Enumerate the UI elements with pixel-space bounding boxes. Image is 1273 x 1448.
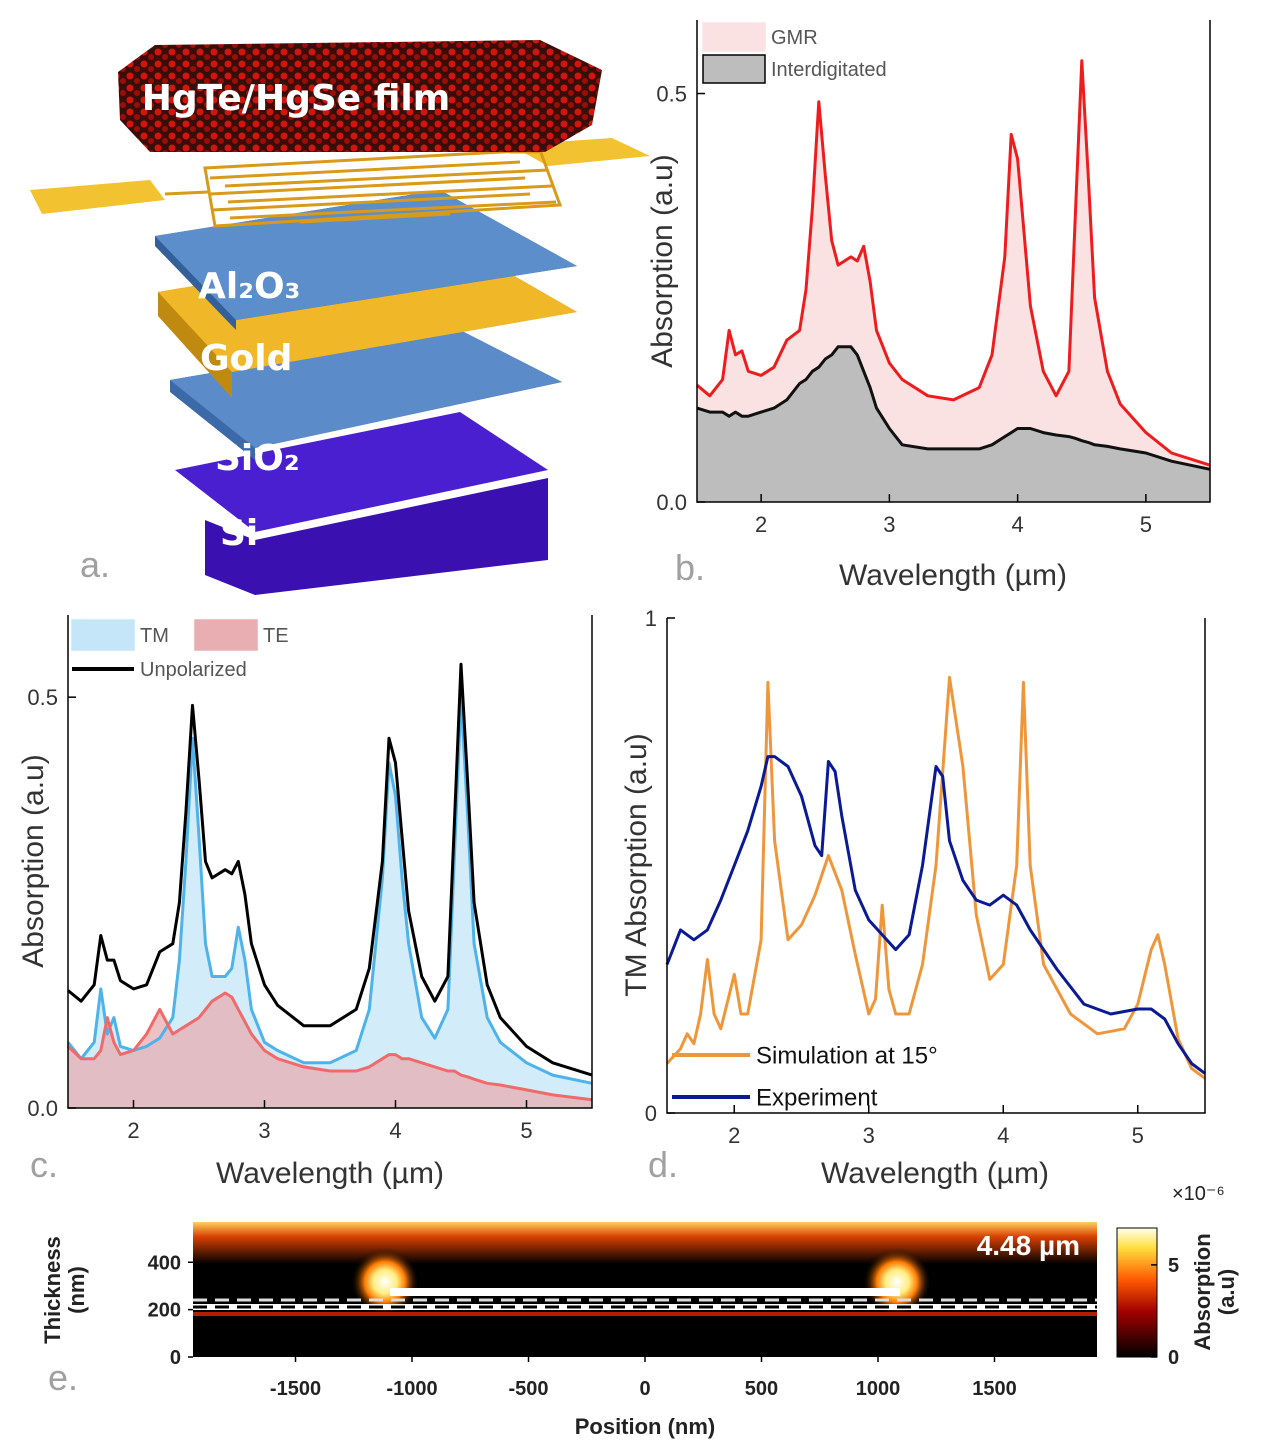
legend-label: Interdigitated — [771, 59, 887, 81]
axis-frame — [696, 20, 1211, 503]
colorbar-label: Absorption(a.u) — [1190, 1233, 1239, 1350]
legend-swatch — [702, 22, 766, 52]
y-axis-label: Absorption (a.u) — [17, 754, 50, 967]
y-tick-label: 0.0 — [656, 490, 687, 515]
panel-letter: c. — [30, 1144, 58, 1185]
axis-frame — [67, 615, 593, 1109]
x-tick-label: -500 — [508, 1378, 548, 1400]
x-tick-label: 5 — [520, 1118, 532, 1143]
legend-swatch — [194, 619, 258, 651]
layer-label: SiO₂ — [215, 438, 300, 479]
x-tick-label: 4 — [389, 1118, 401, 1143]
panel-letter: d. — [648, 1144, 678, 1185]
x-tick-label: 5 — [1140, 512, 1152, 537]
panel-letter: b. — [675, 547, 705, 588]
series-line — [696, 345, 1211, 471]
x-tick-label: 3 — [258, 1118, 270, 1143]
x-tick-label: 3 — [863, 1123, 875, 1148]
layer-label: Al₂O₃ — [198, 266, 300, 307]
film-label: HgTe/HgSe film — [142, 78, 451, 119]
y-tick-label: 0 — [170, 1347, 181, 1369]
y-axis-label: TM Absorption (a.u) — [620, 733, 653, 996]
x-tick-label: -1500 — [270, 1378, 321, 1400]
x-tick-label: 2 — [755, 512, 767, 537]
legend-label: GMR — [771, 27, 818, 49]
legend-label: TM — [140, 625, 169, 647]
y-tick-label: 400 — [148, 1252, 181, 1274]
x-axis-label: Wavelength (µm) — [821, 1157, 1049, 1190]
annotation: 4.48 µm — [977, 1230, 1080, 1261]
legend-label: Unpolarized — [140, 659, 247, 681]
y-tick-label: 200 — [148, 1300, 181, 1322]
x-axis-label: Wavelength (µm) — [216, 1157, 444, 1190]
x-tick-label: 1000 — [856, 1378, 901, 1400]
legend-swatch — [702, 54, 766, 84]
x-tick-label: 2 — [127, 1118, 139, 1143]
area-fill — [697, 346, 1210, 502]
x-tick-label: 5 — [1132, 1123, 1144, 1148]
layer-label: Gold — [200, 338, 292, 379]
axis-frame — [666, 618, 1206, 1114]
colorbar-tick-label: 5 — [1168, 1255, 1179, 1277]
area-fill — [68, 993, 592, 1108]
legend-swatch — [71, 619, 135, 651]
x-axis-label: Wavelength (µm) — [839, 559, 1067, 592]
y-axis-label: Thickness(nm) — [40, 1236, 89, 1344]
x-tick-label: 1500 — [972, 1378, 1017, 1400]
device-illustration: HgTe/HgSe film Al₂O₃ Gold SiO₂ Si — [30, 40, 650, 595]
y-tick-label: 0 — [645, 1101, 657, 1126]
x-axis-label: Position (nm) — [575, 1414, 716, 1439]
colorbar-multiplier: ×10⁻⁶ — [1172, 1183, 1225, 1205]
y-tick-label: 0.0 — [27, 1096, 58, 1121]
y-tick-label: 0.5 — [656, 82, 687, 107]
x-tick-label: 4 — [997, 1123, 1009, 1148]
y-tick-label: 0.5 — [27, 685, 58, 710]
x-tick-label: 2 — [728, 1123, 740, 1148]
series-line — [67, 662, 593, 1077]
series-line — [665, 755, 1206, 1075]
legend-label: Simulation at 15° — [756, 1043, 938, 1070]
legend-label: Experiment — [756, 1085, 878, 1112]
layer-label: Si — [220, 513, 258, 554]
x-tick-label: 500 — [745, 1378, 778, 1400]
colorbar — [1116, 1227, 1158, 1358]
y-axis-label: Absorption (a.u) — [646, 154, 679, 367]
series-line — [665, 675, 1206, 1080]
area-fill — [68, 697, 592, 1108]
panel-letter: e. — [48, 1357, 78, 1398]
field-map — [193, 1222, 1158, 1358]
series-line — [696, 59, 1211, 467]
panel-letter: a. — [80, 544, 110, 585]
x-tick-label: 4 — [1012, 512, 1024, 537]
x-tick-label: -1000 — [386, 1378, 437, 1400]
y-tick-label: 1 — [645, 606, 657, 631]
x-tick-label: 3 — [883, 512, 895, 537]
x-tick-label: 0 — [639, 1378, 650, 1400]
colorbar-tick-label: 0 — [1168, 1347, 1179, 1369]
legend-label: TE — [263, 625, 289, 647]
series-line — [66, 991, 593, 1102]
